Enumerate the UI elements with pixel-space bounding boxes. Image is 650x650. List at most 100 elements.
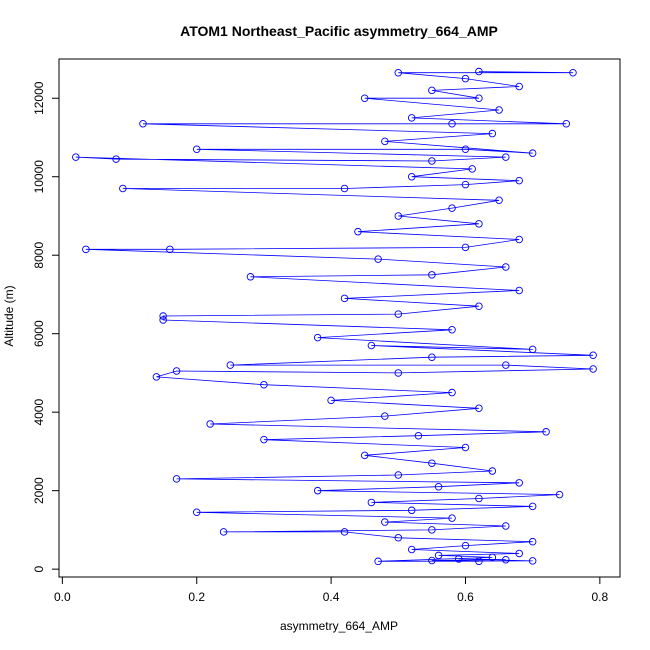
- data-point: [112, 155, 120, 163]
- data-point: [428, 271, 436, 279]
- data-point: [555, 490, 564, 499]
- data-point: [528, 557, 537, 565]
- data-point: [502, 263, 510, 271]
- data-point: [166, 245, 174, 254]
- data-point: [528, 537, 537, 546]
- data-point: [172, 367, 181, 375]
- data-point: [475, 220, 483, 228]
- x-axis-label: asymmetry_664_AMP: [280, 619, 398, 633]
- y-tick-label: 4000: [32, 399, 46, 426]
- data-point: [589, 351, 597, 360]
- y-tick-label: 10000: [32, 160, 46, 194]
- data-point: [152, 373, 161, 381]
- data-point: [428, 353, 436, 361]
- data-point: [407, 114, 416, 122]
- data-point: [428, 459, 436, 467]
- data-point: [461, 243, 470, 252]
- data-point: [488, 467, 497, 475]
- data-point: [354, 227, 362, 236]
- data-point: [461, 541, 470, 550]
- data-point: [475, 404, 483, 413]
- data-point: [394, 212, 403, 220]
- y-tick-label: 0: [32, 565, 46, 572]
- data-point: [455, 555, 463, 563]
- data-point: [488, 129, 497, 138]
- data-point: [367, 498, 376, 507]
- data-point: [340, 294, 349, 303]
- x-tick-label: 0.4: [323, 590, 340, 604]
- data-point: [515, 286, 523, 295]
- x-tick-label: 0.8: [592, 590, 609, 604]
- data-point: [360, 94, 369, 102]
- data-point: [260, 380, 268, 389]
- data-point: [428, 526, 436, 534]
- data-point: [394, 68, 403, 77]
- data-point: [461, 74, 470, 83]
- data-point: [502, 153, 510, 161]
- data-point: [515, 176, 523, 185]
- x-tick-label: 0.2: [188, 590, 205, 604]
- data-point: [192, 508, 201, 517]
- data-point: [562, 119, 571, 128]
- data-point: [206, 420, 214, 428]
- data-point: [448, 204, 456, 212]
- data-point: [461, 443, 470, 452]
- data-point: [528, 345, 537, 354]
- data-point: [313, 333, 322, 342]
- series-layer: [72, 67, 597, 566]
- data-point: [589, 365, 597, 373]
- data-point: [475, 67, 483, 76]
- data-point: [246, 273, 255, 281]
- data-point: [219, 528, 228, 536]
- x-tick-label: 0.0: [54, 590, 71, 604]
- data-point: [394, 310, 403, 318]
- x-axis: 0.0 0.2 0.4 0.6 0.8: [54, 576, 609, 604]
- data-point: [528, 502, 537, 511]
- data-point: [172, 475, 181, 483]
- data-point: [475, 94, 483, 102]
- data-point: [448, 119, 456, 128]
- data-point: [381, 412, 389, 420]
- data-point: [226, 361, 235, 369]
- data-point: [502, 555, 510, 564]
- data-point: [515, 82, 523, 91]
- data-point: [381, 518, 389, 526]
- data-point: [407, 172, 416, 181]
- y-axis: 0 2000 4000 6000 8000 10000 12000: [32, 81, 60, 572]
- data-point: [448, 388, 456, 397]
- data-point: [502, 361, 510, 369]
- data-point: [448, 326, 456, 334]
- data-point: [374, 255, 382, 263]
- y-tick-label: 2000: [32, 477, 46, 504]
- y-axis-label: Altitude (m): [2, 285, 16, 346]
- series-line: [75, 71, 594, 562]
- data-point: [448, 514, 456, 522]
- data-point: [461, 145, 470, 154]
- data-point: [542, 428, 550, 436]
- data-point: [367, 341, 376, 350]
- data-point: [394, 534, 403, 542]
- data-point: [407, 545, 416, 554]
- data-point: [139, 119, 147, 128]
- data-point: [192, 145, 201, 154]
- data-point: [528, 149, 537, 157]
- data-point: [461, 180, 470, 189]
- data-point: [72, 153, 80, 161]
- data-point: [407, 506, 416, 515]
- data-point: [475, 494, 483, 503]
- data-point: [414, 431, 423, 440]
- data-point: [428, 86, 436, 95]
- data-point: [260, 435, 268, 444]
- data-point: [313, 486, 322, 495]
- data-point: [394, 369, 403, 377]
- chart-title: ATOM1 Northeast_Pacific asymmetry_664_AM…: [180, 23, 498, 39]
- data-point: [502, 522, 510, 530]
- plot-frame: [58, 58, 621, 578]
- data-point: [159, 312, 167, 320]
- data-point: [340, 184, 349, 193]
- data-point: [360, 451, 369, 460]
- data-point: [515, 235, 523, 244]
- data-point: [394, 471, 403, 479]
- data-point: [327, 396, 335, 405]
